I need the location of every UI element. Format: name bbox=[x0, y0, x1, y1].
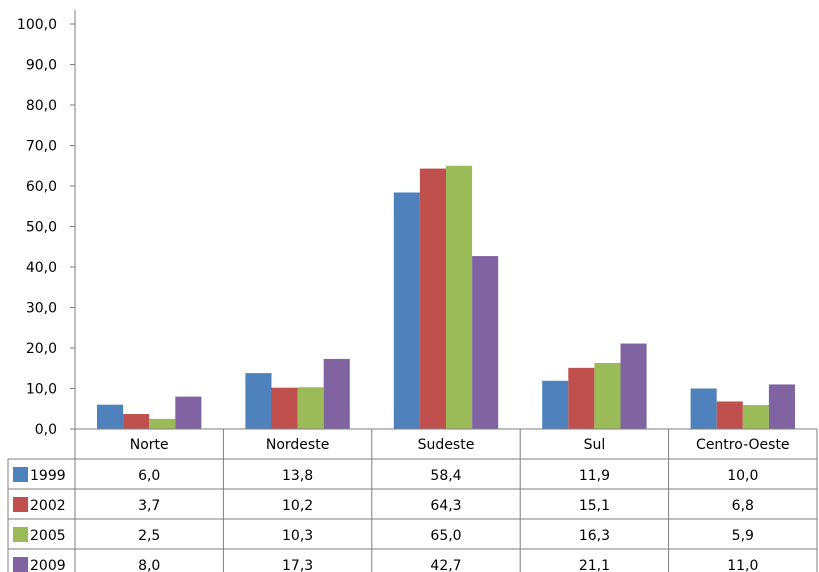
data-label: 10,3 bbox=[282, 528, 313, 544]
data-label: 10,2 bbox=[282, 498, 313, 514]
bar-2009-1 bbox=[323, 358, 350, 429]
data-label: 8,0 bbox=[138, 558, 160, 572]
y-tick-label: 20,0 bbox=[26, 341, 57, 357]
y-tick-label: 80,0 bbox=[26, 98, 57, 114]
bar-1999-3 bbox=[542, 380, 569, 429]
y-tick-label: 50,0 bbox=[26, 220, 57, 236]
legend-swatch-1999 bbox=[13, 467, 28, 482]
y-tick-label: 60,0 bbox=[26, 179, 57, 195]
category-label: Sul bbox=[584, 437, 606, 453]
data-label: 10,0 bbox=[727, 468, 758, 484]
category-label: Sudeste bbox=[418, 437, 475, 453]
bar-2002-0 bbox=[123, 414, 150, 429]
y-tick-label: 10,0 bbox=[26, 382, 57, 398]
bar-2002-1 bbox=[271, 387, 298, 429]
data-label: 11,9 bbox=[579, 468, 610, 484]
bar-2002-3 bbox=[568, 367, 595, 429]
data-label: 6,8 bbox=[732, 498, 754, 514]
bar-2002-4 bbox=[716, 401, 743, 429]
bar-2009-0 bbox=[175, 396, 202, 429]
bar-2005-3 bbox=[594, 362, 621, 429]
legend-label: 1999 bbox=[30, 468, 66, 484]
data-table: Norte Nordeste Sudeste Sul Centro-Oeste 1999 6… bbox=[7, 428, 818, 572]
bar-2009-4 bbox=[768, 384, 795, 429]
y-tick-label: 70,0 bbox=[26, 139, 57, 155]
category-label: Norte bbox=[130, 437, 169, 453]
bar-1999-2 bbox=[393, 192, 420, 429]
bar-2005-4 bbox=[742, 405, 769, 429]
category-label: Centro-Oeste bbox=[696, 437, 790, 453]
data-label: 11,0 bbox=[727, 558, 758, 572]
bar-2002-2 bbox=[419, 168, 446, 429]
data-label: 42,7 bbox=[430, 558, 461, 572]
data-label: 6,0 bbox=[138, 468, 160, 484]
data-label: 58,4 bbox=[430, 468, 461, 484]
category-label: Nordeste bbox=[266, 437, 329, 453]
data-label: 2,5 bbox=[138, 528, 160, 544]
y-tick-label: 0,0 bbox=[35, 422, 57, 438]
data-label: 15,1 bbox=[579, 498, 610, 514]
bar-2005-0 bbox=[149, 418, 176, 429]
y-tick-label: 30,0 bbox=[26, 301, 57, 317]
data-label: 16,3 bbox=[579, 528, 610, 544]
data-label: 13,8 bbox=[282, 468, 313, 484]
bar-2009-3 bbox=[620, 343, 647, 429]
bar-1999-0 bbox=[97, 404, 124, 429]
data-label: 3,7 bbox=[138, 498, 160, 514]
data-label: 21,1 bbox=[579, 558, 610, 572]
legend-swatch-2009 bbox=[13, 557, 28, 572]
y-tick-label: 90,0 bbox=[26, 58, 57, 74]
data-label: 17,3 bbox=[282, 558, 313, 572]
y-axis: 0,0 10,0 20,0 30,0 40,0 50,0 60,0 70,0 80,0 90,0 1… bbox=[17, 10, 76, 572]
bar-2009-2 bbox=[472, 256, 499, 429]
legend-swatch-2005 bbox=[13, 527, 28, 542]
y-tick-label: 40,0 bbox=[26, 260, 57, 276]
legend-swatch-2002 bbox=[13, 497, 28, 512]
bar-2005-1 bbox=[297, 387, 324, 429]
legend-label: 2002 bbox=[30, 498, 66, 514]
legend-label: 2005 bbox=[30, 528, 66, 544]
y-tick-label: 100,0 bbox=[17, 17, 57, 33]
bar-2005-2 bbox=[446, 165, 473, 429]
bar-1999-1 bbox=[245, 373, 272, 429]
legend-label: 2009 bbox=[30, 558, 66, 572]
data-label: 64,3 bbox=[430, 498, 461, 514]
bar-1999-4 bbox=[690, 388, 717, 429]
data-label: 65,0 bbox=[430, 528, 461, 544]
data-label: 5,9 bbox=[732, 528, 754, 544]
bars bbox=[97, 165, 795, 429]
